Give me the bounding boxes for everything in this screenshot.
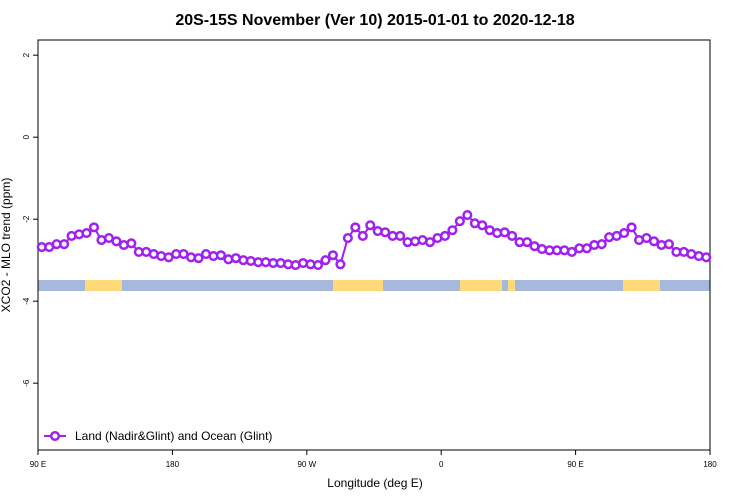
point — [663, 239, 674, 250]
y-tick-label: -6 — [22, 379, 31, 387]
point — [335, 259, 346, 270]
point — [327, 250, 338, 261]
point — [522, 237, 533, 248]
point — [342, 232, 353, 244]
y-tick-label: 0 — [22, 134, 31, 139]
point — [88, 222, 100, 233]
point — [312, 260, 324, 271]
point — [193, 253, 204, 264]
point — [320, 255, 331, 266]
point — [126, 238, 137, 249]
y-tick-label: -4 — [22, 297, 31, 305]
land-band — [85, 280, 122, 291]
point — [215, 250, 226, 261]
point — [447, 225, 458, 236]
land-band — [508, 280, 515, 291]
point — [499, 227, 510, 238]
point — [59, 239, 70, 250]
point — [424, 237, 436, 248]
x-tick-label: 90 E — [30, 460, 46, 469]
y-axis-label: XCO2 - MLO trend (ppm) — [0, 178, 13, 313]
legend-marker — [49, 430, 61, 442]
point — [439, 230, 450, 242]
point — [507, 230, 518, 242]
legend-label: Land (Nadir&Glint) and Ocean (Glint) — [75, 429, 272, 443]
point — [462, 210, 473, 221]
x-tick-label: 90 W — [297, 460, 316, 469]
land-band — [333, 280, 383, 291]
land-band — [623, 280, 660, 291]
point — [477, 220, 488, 231]
chart-title: 20S-15S November (Ver 10) 2015-01-01 to … — [175, 12, 574, 29]
point — [648, 236, 660, 247]
surface-band — [38, 280, 710, 291]
point — [380, 227, 391, 238]
point — [365, 220, 376, 231]
point — [619, 228, 630, 239]
x-tick-label: 180 — [703, 460, 717, 469]
point — [111, 236, 122, 247]
y-tick-label: 2 — [22, 52, 31, 57]
point — [701, 252, 712, 263]
point — [81, 228, 92, 239]
point — [596, 239, 607, 250]
point — [626, 222, 637, 233]
point — [395, 230, 406, 242]
x-tick-label: 0 — [439, 460, 444, 469]
point — [357, 230, 368, 242]
x-tick-label: 90 E — [567, 460, 583, 469]
point — [566, 246, 577, 258]
y-tick-label: -2 — [22, 215, 31, 223]
plot-frame — [37, 39, 711, 451]
point — [350, 222, 361, 233]
land-band — [460, 280, 502, 291]
x-axis-label: Longitude (deg E) — [327, 476, 422, 490]
x-tick-label: 180 — [166, 460, 180, 469]
point — [454, 216, 465, 227]
